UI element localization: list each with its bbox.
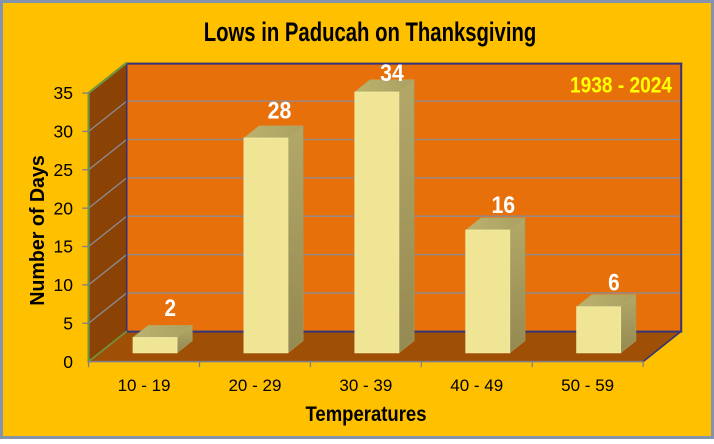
svg-text:30 - 39: 30 - 39 — [339, 376, 392, 395]
svg-text:Temperatures: Temperatures — [306, 402, 427, 426]
svg-text:0: 0 — [63, 352, 73, 372]
svg-text:1938 - 2024: 1938 - 2024 — [570, 73, 673, 98]
svg-text:Number of Days: Number of Days — [26, 155, 49, 306]
svg-text:20 - 29: 20 - 29 — [228, 376, 281, 395]
svg-text:28: 28 — [268, 97, 292, 124]
svg-text:10: 10 — [54, 275, 74, 295]
svg-text:20: 20 — [54, 198, 74, 218]
svg-text:5: 5 — [63, 313, 73, 333]
svg-text:2: 2 — [165, 295, 177, 322]
svg-text:50 - 59: 50 - 59 — [561, 376, 614, 395]
svg-text:34: 34 — [380, 60, 404, 87]
svg-text:40 - 49: 40 - 49 — [450, 376, 503, 395]
svg-text:16: 16 — [491, 192, 515, 219]
svg-text:10 - 19: 10 - 19 — [118, 376, 171, 395]
svg-text:Lows in Paducah on Thanksgivin: Lows in Paducah on Thanksgiving — [204, 17, 537, 47]
svg-text:25: 25 — [54, 160, 73, 180]
svg-text:35: 35 — [54, 83, 73, 103]
svg-text:30: 30 — [54, 122, 74, 142]
svg-text:15: 15 — [54, 237, 73, 257]
svg-text:6: 6 — [608, 270, 620, 297]
